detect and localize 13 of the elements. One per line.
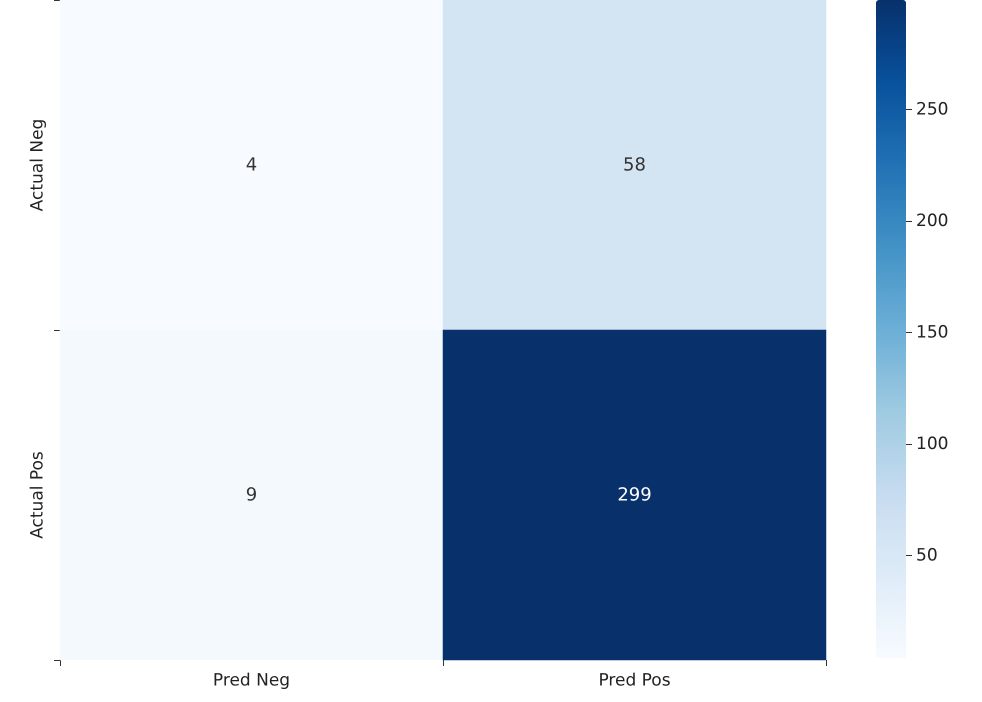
color-bar-label: 200 xyxy=(916,210,948,231)
data-label: 9 xyxy=(246,484,258,506)
color-bar-label: 100 xyxy=(916,434,948,454)
y-tick-label: Actual Neg xyxy=(28,118,48,212)
y-tick-label: Actual Pos xyxy=(28,451,48,539)
color-bar-label: 150 xyxy=(916,322,948,342)
data-label: 299 xyxy=(617,484,652,506)
color-bar-label: 50 xyxy=(916,545,938,566)
data-label: 58 xyxy=(623,154,646,176)
color-bar-label: 250 xyxy=(916,99,948,120)
data-label: 4 xyxy=(246,154,258,176)
x-tick-label: Pred Neg xyxy=(212,670,290,690)
x-tick-label: Pred Pos xyxy=(598,670,671,690)
